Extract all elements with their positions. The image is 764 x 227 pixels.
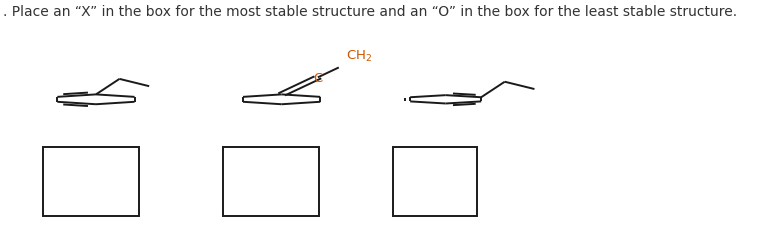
Bar bbox=[223, 148, 319, 216]
Text: C: C bbox=[313, 72, 322, 84]
Text: . Place an “X” in the box for the most stable structure and an “O” in the box fo: . Place an “X” in the box for the most s… bbox=[3, 5, 737, 18]
Bar bbox=[393, 148, 477, 216]
Text: CH$_2$: CH$_2$ bbox=[346, 49, 373, 64]
Bar bbox=[44, 148, 139, 216]
